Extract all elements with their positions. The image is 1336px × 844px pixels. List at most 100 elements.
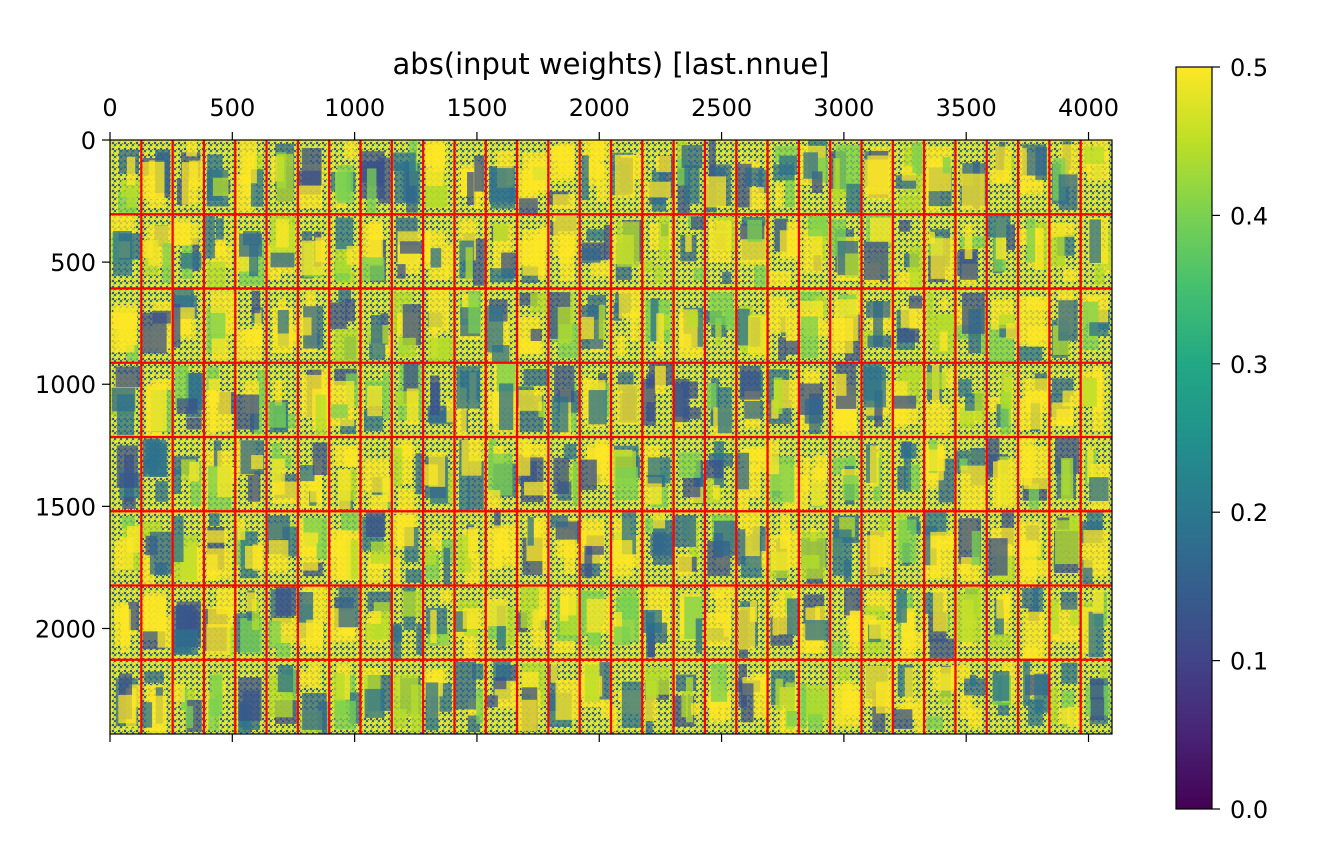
heatmap-block [1022,647,1039,659]
heatmap-block [1087,447,1094,483]
heatmap-block [655,155,672,173]
heatmap-block [254,309,262,347]
heatmap-block [869,445,879,487]
heatmap-block [846,183,862,213]
heatmap-block [467,172,476,205]
heatmap-block [958,379,972,397]
heatmap-block [1055,520,1080,565]
heatmap-block [941,369,954,388]
heatmap-block [494,677,507,690]
heatmap-block [392,447,403,486]
heatmap-block [428,337,450,362]
heatmap-block [798,475,808,510]
heatmap-block [557,306,572,344]
heatmap-block [331,404,348,419]
heatmap-block [564,444,577,460]
heatmap-block [182,689,195,709]
heatmap-block [960,236,986,248]
heatmap-block [333,673,345,717]
heatmap-block [960,465,986,512]
heatmap-block [737,308,750,346]
heatmap-block [173,629,198,655]
heatmap-block [275,586,297,616]
heatmap-block [758,169,768,194]
heatmap-block [1003,593,1011,609]
heatmap-block [801,555,820,569]
heatmap-block [893,395,917,409]
heatmap-block [717,387,732,434]
colorbar-gradient [1175,66,1213,810]
heatmap-block [299,671,311,686]
heatmap-block [498,383,514,431]
heatmap-block [144,671,164,683]
heatmap-block [964,224,973,260]
heatmap-block [900,306,917,328]
heatmap-block [488,391,500,423]
heatmap-block [430,248,442,268]
heatmap-block [430,532,442,551]
heatmap-block [616,221,640,267]
heatmap-block [1023,660,1031,706]
heatmap-block [997,459,1016,507]
heatmap-block [204,215,215,259]
heatmap-block [681,333,692,349]
heatmap-block [1018,521,1041,557]
heatmap-block [616,335,626,356]
heatmap-block [929,638,955,659]
heatmap-block [744,167,763,186]
heatmap-block [113,230,132,276]
heatmap-block [830,318,854,354]
heatmap-block [714,520,736,556]
heatmap-block [803,152,818,179]
heatmap-block [257,370,266,407]
heatmap-block [1026,296,1049,310]
heatmap-block [247,471,261,502]
heatmap-block [779,155,797,175]
heatmap-block [428,452,446,487]
heatmap-block [645,680,657,722]
heatmap-block [275,219,289,248]
heatmap-block [341,511,360,531]
heatmap-block [444,244,454,278]
heatmap-block [992,461,1001,508]
heatmap-block [958,664,971,683]
colorbar-tick-label: 0.2 [1230,499,1268,527]
heatmap-block [830,641,843,656]
heatmap-block [382,477,392,503]
heatmap-block [654,265,664,284]
heatmap-block [581,155,589,201]
heatmap-block [1081,378,1097,407]
heatmap-block [715,317,722,347]
heatmap-block [904,632,924,649]
heatmap-block [992,671,1010,701]
heatmap-block [268,621,281,648]
heatmap-block [785,682,795,730]
heatmap-block [268,540,289,572]
heatmap-block [338,586,359,628]
heatmap-block [1056,408,1074,427]
heatmap-block [490,268,514,283]
heatmap-block [969,674,977,687]
heatmap-block [900,443,917,459]
heatmap-block [310,460,322,503]
heatmap-block [674,515,696,547]
heatmap-block [251,598,260,630]
heatmap-block [647,457,671,484]
heatmap-block [274,380,283,406]
heatmap-block [428,289,450,332]
heatmap-block [1024,378,1049,404]
heatmap-block [1061,662,1078,684]
heatmap-block [904,667,914,716]
heatmap-block [155,481,168,502]
heatmap-block [805,685,830,722]
heatmap-block [769,297,788,333]
colorbar-tick-label: 0.0 [1230,796,1268,824]
heatmap-block [330,380,355,427]
heatmap-block [176,398,198,414]
heatmap-block [974,390,985,421]
heatmap-block [971,531,981,566]
heatmap-block [553,457,569,494]
heatmap-block [249,244,259,277]
heatmap-block [704,176,727,208]
heatmap-block [217,450,233,498]
